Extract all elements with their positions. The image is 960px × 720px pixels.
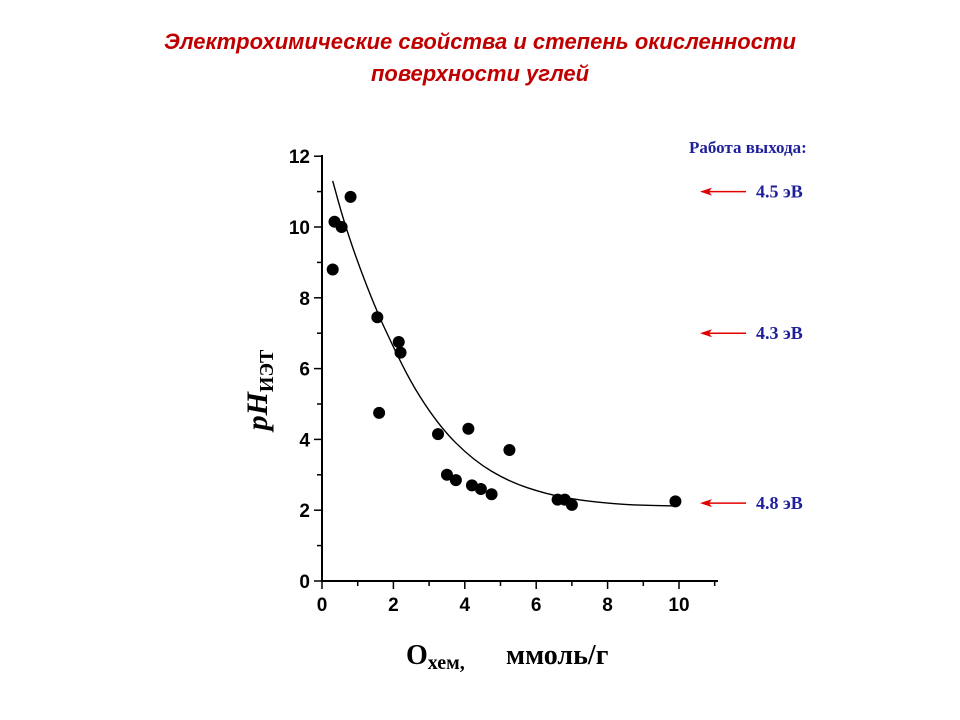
data-point	[373, 406, 386, 419]
x-tick-label: 6	[531, 595, 542, 616]
data-point	[392, 336, 405, 349]
y-axis-label-main: pH	[241, 390, 274, 433]
y-tick-label: 12	[289, 147, 310, 168]
work-function-annotations: 4.5 эВ 4.3 эВ 4.8 эВ	[700, 182, 803, 513]
y-axis-label-sub: ИЭТ	[256, 349, 278, 392]
x-axis-label-main: O	[406, 640, 428, 671]
data-point	[503, 444, 516, 457]
x-tick-label: 2	[388, 595, 399, 616]
x-tick-label: 8	[602, 595, 613, 616]
fit-curve	[332, 180, 676, 507]
data-point	[565, 498, 578, 511]
data-point	[449, 474, 462, 487]
work-function-heading: Работа выхода:	[689, 138, 807, 157]
y-tick-label: 6	[299, 360, 310, 381]
x-tick-label: 0	[317, 595, 328, 616]
data-points	[326, 190, 682, 511]
work-function-label: 4.3 эВ	[756, 323, 803, 343]
work-function-label: 4.5 эВ	[756, 182, 803, 202]
chart-axes	[321, 155, 718, 582]
x-axis-label: Oхем,	[406, 640, 465, 674]
y-axis-label: pHИЭТ	[241, 349, 278, 433]
data-point	[326, 263, 339, 276]
work-function-annotation: 4.8 эВ	[700, 493, 803, 513]
data-point	[474, 482, 487, 495]
x-axis-unit: ммоль/г	[506, 640, 608, 671]
y-tick-label: 10	[289, 218, 310, 239]
y-tick-label: 2	[299, 501, 310, 522]
data-point	[669, 495, 682, 508]
data-point	[432, 428, 445, 441]
y-tick-label: 8	[299, 289, 310, 310]
arrow-head-icon	[700, 499, 712, 508]
data-point	[335, 221, 348, 233]
data-point	[485, 488, 498, 501]
y-tick-label: 0	[299, 572, 310, 593]
work-function-annotation: 4.5 эВ	[700, 182, 803, 202]
data-point	[462, 422, 475, 435]
tick-labels: 0 2 4 6 8 10 12 0 2 4 6 8 10	[289, 147, 690, 616]
title-line-2: поверхности углей	[370, 61, 590, 86]
data-point	[394, 346, 407, 359]
data-point	[440, 468, 453, 481]
data-point	[344, 190, 357, 203]
x-tick-label: 4	[460, 595, 471, 616]
y-tick-label: 4	[299, 430, 310, 451]
chart-title: Электрохимические свойства и степень оки…	[0, 26, 960, 90]
work-function-annotation: 4.3 эВ	[700, 323, 803, 343]
data-point	[371, 311, 384, 324]
arrow-head-icon	[700, 329, 712, 338]
work-function-label: 4.8 эВ	[756, 493, 803, 513]
arrow-head-icon	[700, 187, 712, 196]
x-axis-label-sub: хем,	[428, 652, 465, 674]
title-line-1: Электрохимические свойства и степень оки…	[164, 29, 796, 54]
x-tick-label: 10	[668, 595, 689, 616]
axis-ticks	[314, 155, 716, 589]
